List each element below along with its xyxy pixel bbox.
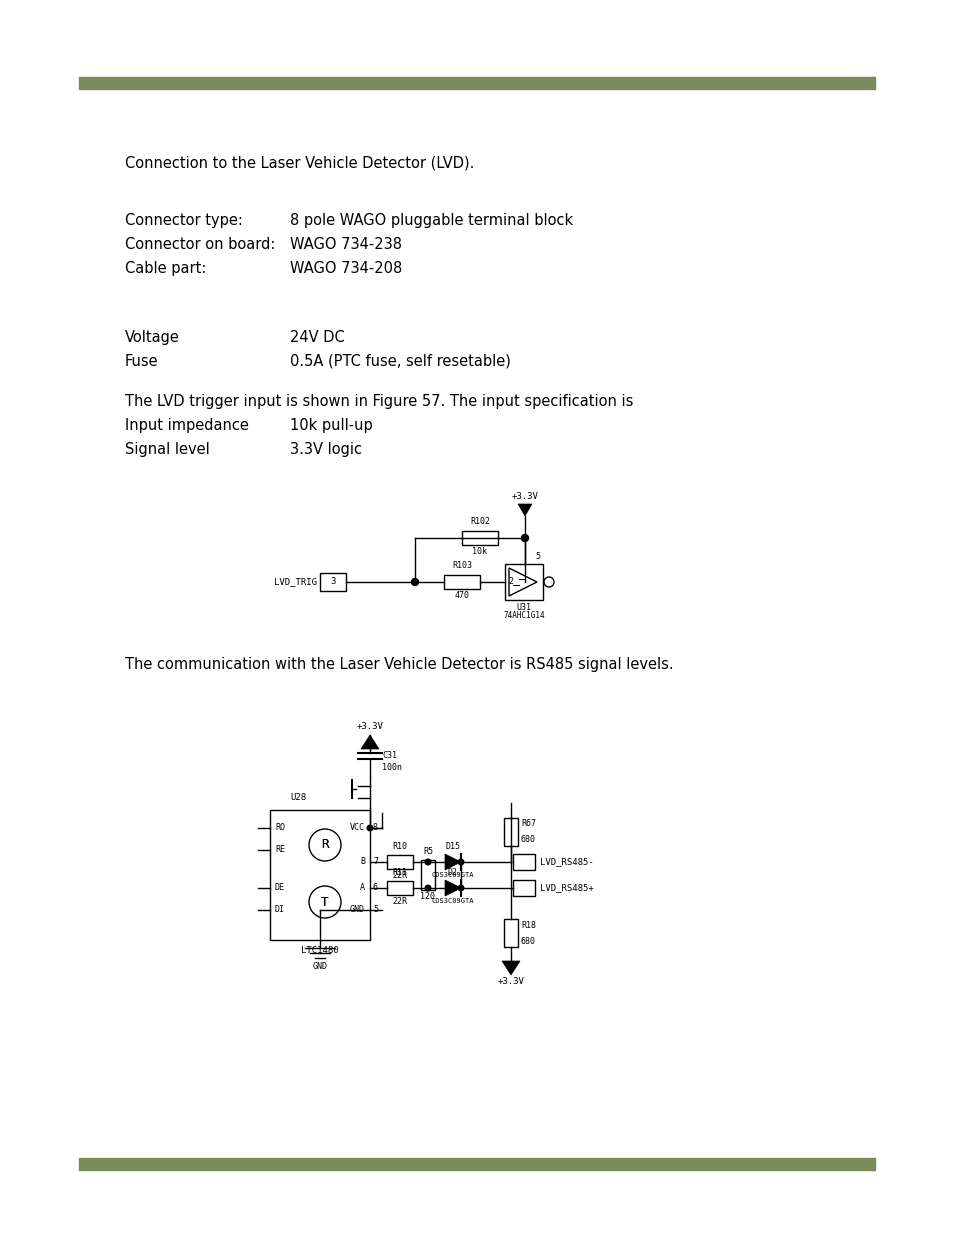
- Text: Voltage: Voltage: [125, 330, 180, 345]
- Polygon shape: [444, 881, 460, 897]
- Text: The LVD trigger input is shown in Figure 57. The input specification is: The LVD trigger input is shown in Figure…: [125, 394, 633, 409]
- Text: A: A: [359, 883, 365, 893]
- Text: R102: R102: [470, 517, 490, 526]
- Text: The communication with the Laser Vehicle Detector is RS485 signal levels.: The communication with the Laser Vehicle…: [125, 657, 673, 672]
- Text: 5: 5: [373, 905, 377, 914]
- Text: 3.3V logic: 3.3V logic: [290, 442, 361, 457]
- Bar: [387, 881, 413, 895]
- Text: T: T: [321, 895, 329, 909]
- Text: 8 pole WAGO pluggable terminal block: 8 pole WAGO pluggable terminal block: [290, 212, 573, 228]
- Text: RO: RO: [274, 824, 285, 832]
- Text: R: R: [321, 839, 329, 851]
- Text: 470: 470: [454, 592, 469, 600]
- Text: Input impedance: Input impedance: [125, 417, 249, 433]
- Text: 10k pull-up: 10k pull-up: [290, 417, 373, 433]
- Bar: [79, 77, 874, 89]
- Text: 6: 6: [373, 883, 377, 893]
- Text: U28: U28: [290, 793, 306, 802]
- Text: 5: 5: [535, 552, 539, 561]
- Text: R11: R11: [392, 868, 407, 877]
- Polygon shape: [444, 853, 460, 869]
- Text: Signal level: Signal level: [125, 442, 210, 457]
- Text: WAGO 734-208: WAGO 734-208: [290, 261, 402, 275]
- Text: 22R: 22R: [392, 897, 407, 906]
- Text: D15: D15: [445, 842, 460, 851]
- Text: LVD_RS485+: LVD_RS485+: [539, 883, 593, 893]
- Bar: [503, 919, 517, 947]
- Text: R: R: [321, 839, 329, 851]
- Text: LVD_TRIG: LVD_TRIG: [274, 578, 316, 587]
- Text: R67: R67: [520, 820, 536, 829]
- Text: Connector type:: Connector type:: [125, 212, 243, 228]
- Text: +3.3V: +3.3V: [356, 722, 383, 731]
- Bar: [319, 573, 346, 592]
- Text: U31: U31: [516, 603, 531, 613]
- Bar: [503, 818, 517, 846]
- Text: 22R: 22R: [392, 871, 407, 881]
- Circle shape: [411, 578, 418, 585]
- Circle shape: [424, 858, 431, 866]
- Text: GND: GND: [313, 962, 327, 971]
- Bar: [79, 1158, 874, 1170]
- Text: LTC1480: LTC1480: [301, 946, 338, 955]
- Circle shape: [457, 884, 464, 892]
- Text: VCC: VCC: [350, 824, 365, 832]
- Text: +3.3V: +3.3V: [511, 492, 537, 501]
- Circle shape: [457, 858, 464, 866]
- Text: 3: 3: [330, 578, 335, 587]
- Text: 100n: 100n: [381, 763, 401, 773]
- Text: 8: 8: [373, 824, 377, 832]
- Text: LVD_RS485-: LVD_RS485-: [539, 857, 593, 867]
- Text: R18: R18: [520, 920, 536, 930]
- Text: 680: 680: [520, 836, 536, 845]
- Text: C31: C31: [381, 751, 396, 760]
- Circle shape: [521, 535, 528, 541]
- Bar: [420, 860, 435, 890]
- Text: 74AHC1G14: 74AHC1G14: [502, 611, 544, 620]
- Text: R10: R10: [392, 842, 407, 851]
- Circle shape: [424, 884, 431, 892]
- Text: 2: 2: [507, 578, 513, 587]
- Bar: [461, 531, 497, 545]
- Text: 0.5A (PTC fuse, self resetable): 0.5A (PTC fuse, self resetable): [290, 354, 511, 369]
- Text: D2: D2: [448, 868, 457, 877]
- Polygon shape: [501, 961, 519, 974]
- Text: +3.3V: +3.3V: [497, 977, 524, 986]
- Circle shape: [543, 577, 554, 587]
- Text: R103: R103: [452, 561, 472, 571]
- Bar: [513, 881, 535, 897]
- Text: 680: 680: [520, 936, 536, 946]
- Text: 120: 120: [420, 892, 435, 902]
- Text: Cable part:: Cable part:: [125, 261, 206, 275]
- Text: T: T: [321, 895, 329, 909]
- Polygon shape: [360, 735, 378, 748]
- Text: RE: RE: [274, 846, 285, 855]
- Text: DE: DE: [274, 883, 285, 893]
- Text: CDS3C09GTA: CDS3C09GTA: [432, 898, 474, 904]
- Text: DI: DI: [274, 905, 285, 914]
- Text: 7: 7: [373, 857, 377, 867]
- Text: R5: R5: [422, 847, 433, 856]
- Text: 10k: 10k: [472, 547, 487, 556]
- Text: Connector on board:: Connector on board:: [125, 237, 275, 252]
- Bar: [443, 576, 479, 589]
- Circle shape: [366, 825, 374, 831]
- Bar: [504, 564, 542, 600]
- Circle shape: [309, 829, 340, 861]
- Text: Fuse: Fuse: [125, 354, 158, 369]
- Circle shape: [309, 885, 340, 918]
- Polygon shape: [509, 568, 537, 597]
- Text: B: B: [359, 857, 365, 867]
- Text: 24V DC: 24V DC: [290, 330, 344, 345]
- Text: Connection to the Laser Vehicle Detector (LVD).: Connection to the Laser Vehicle Detector…: [125, 156, 474, 170]
- Polygon shape: [517, 504, 532, 516]
- Text: GND: GND: [350, 905, 365, 914]
- Bar: [387, 855, 413, 869]
- Bar: [270, 810, 370, 940]
- Text: CDS3C09GTA: CDS3C09GTA: [432, 872, 474, 878]
- Text: WAGO 734-238: WAGO 734-238: [290, 237, 401, 252]
- Bar: [513, 853, 535, 869]
